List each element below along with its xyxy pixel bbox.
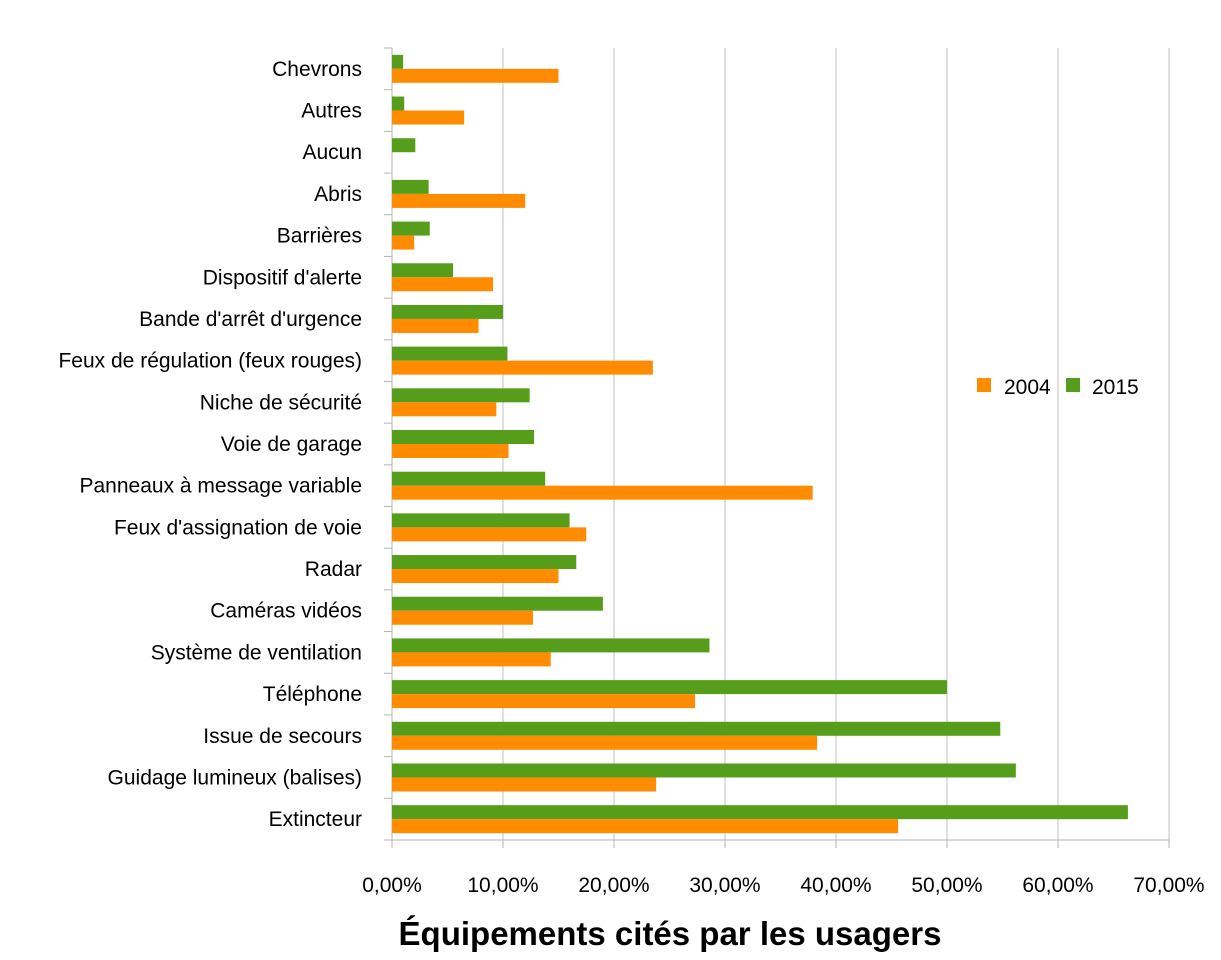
x-tick-label: 50,00%: [911, 874, 982, 897]
category-label: Radar: [305, 558, 362, 581]
x-tick-label: 60,00%: [1022, 874, 1093, 897]
bar-2004: [392, 360, 653, 375]
x-tick-label: 40,00%: [800, 874, 871, 897]
chart-title: Équipements cités par les usagers: [399, 915, 942, 952]
category-label: Niche de sécurité: [200, 391, 362, 414]
bar-2004: [392, 110, 465, 125]
category-label: Issue de secours: [203, 725, 362, 748]
bar-2015: [392, 513, 570, 528]
bar-2004: [392, 485, 813, 500]
bar-2004: [392, 402, 497, 417]
category-label: Guidage lumineux (balises): [108, 766, 362, 789]
bar-2015: [392, 138, 416, 153]
bar-2015: [392, 263, 454, 278]
bar-2015: [392, 346, 508, 361]
category-label: Feux de régulation (feux rouges): [58, 350, 362, 373]
category-label: Chevrons: [272, 58, 362, 81]
category-label: Extincteur: [269, 808, 362, 831]
category-label: Autres: [301, 100, 362, 123]
category-label: Panneaux à message variable: [79, 475, 362, 498]
category-label: Barrières: [277, 225, 362, 248]
category-label: Voie de garage: [221, 433, 362, 456]
x-tick-label: 10,00%: [467, 874, 538, 897]
category-label: Dispositif d'alerte: [203, 266, 362, 289]
bar-2015: [392, 54, 404, 69]
bar-2004: [392, 694, 696, 709]
bar-2004: [392, 277, 494, 292]
bar-2004: [392, 444, 509, 458]
bar-2015: [392, 763, 1016, 778]
bar-2015: [392, 388, 530, 403]
x-tick-label: 20,00%: [578, 874, 649, 897]
category-labels: Chevrons Autres Aucun Abris Barrières Disposi…: [58, 58, 362, 831]
bar-2015: [392, 596, 603, 611]
bar-2004: [392, 610, 533, 625]
bar-2004: [392, 777, 657, 792]
category-label: Caméras vidéos: [210, 600, 362, 623]
bar-2015: [392, 555, 577, 570]
bar-2015: [392, 805, 1128, 820]
bar-2004: [392, 819, 899, 834]
legend-swatch: [977, 378, 991, 392]
category-label: Abris: [314, 183, 362, 206]
bar-2015: [392, 430, 535, 444]
x-tick-label: 30,00%: [689, 874, 760, 897]
category-label: Téléphone: [263, 683, 362, 706]
x-tick-label: 0,00%: [362, 874, 422, 897]
bar-2015: [392, 221, 430, 236]
legend-swatch: [1066, 378, 1080, 392]
bars: [392, 54, 1128, 834]
bar-2004: [392, 193, 526, 208]
legend-label: 2015: [1092, 376, 1139, 399]
bar-2004: [392, 652, 551, 667]
bar-2015: [392, 638, 710, 653]
category-label: Feux d'assignation de voie: [114, 516, 362, 539]
bar-2004: [392, 318, 479, 333]
bar-2015: [392, 680, 947, 695]
bar-2004: [392, 527, 587, 542]
category-label: Système de ventilation: [151, 641, 362, 664]
bar-2015: [392, 721, 1001, 736]
bar-2015: [392, 96, 405, 111]
tick-labels: 0,00% 10,00% 20,00% 30,00% 40,00% 50,00% 60,00…: [362, 874, 1204, 897]
x-tick-label: 70,00%: [1133, 874, 1204, 897]
bar-2004: [392, 569, 559, 584]
category-label: Bande d'arrêt d'urgence: [139, 308, 362, 331]
category-label: Aucun: [302, 141, 362, 164]
grid-lines: [391, 48, 1170, 848]
bar-2015: [392, 471, 546, 486]
legend: 2004 2015: [977, 376, 1139, 399]
bar-2015: [392, 304, 503, 319]
bar-2004: [392, 68, 559, 83]
bar-2004: [392, 735, 818, 750]
legend-label: 2004: [1004, 376, 1051, 399]
bar-2015: [392, 179, 429, 194]
bar-2004: [392, 235, 415, 250]
